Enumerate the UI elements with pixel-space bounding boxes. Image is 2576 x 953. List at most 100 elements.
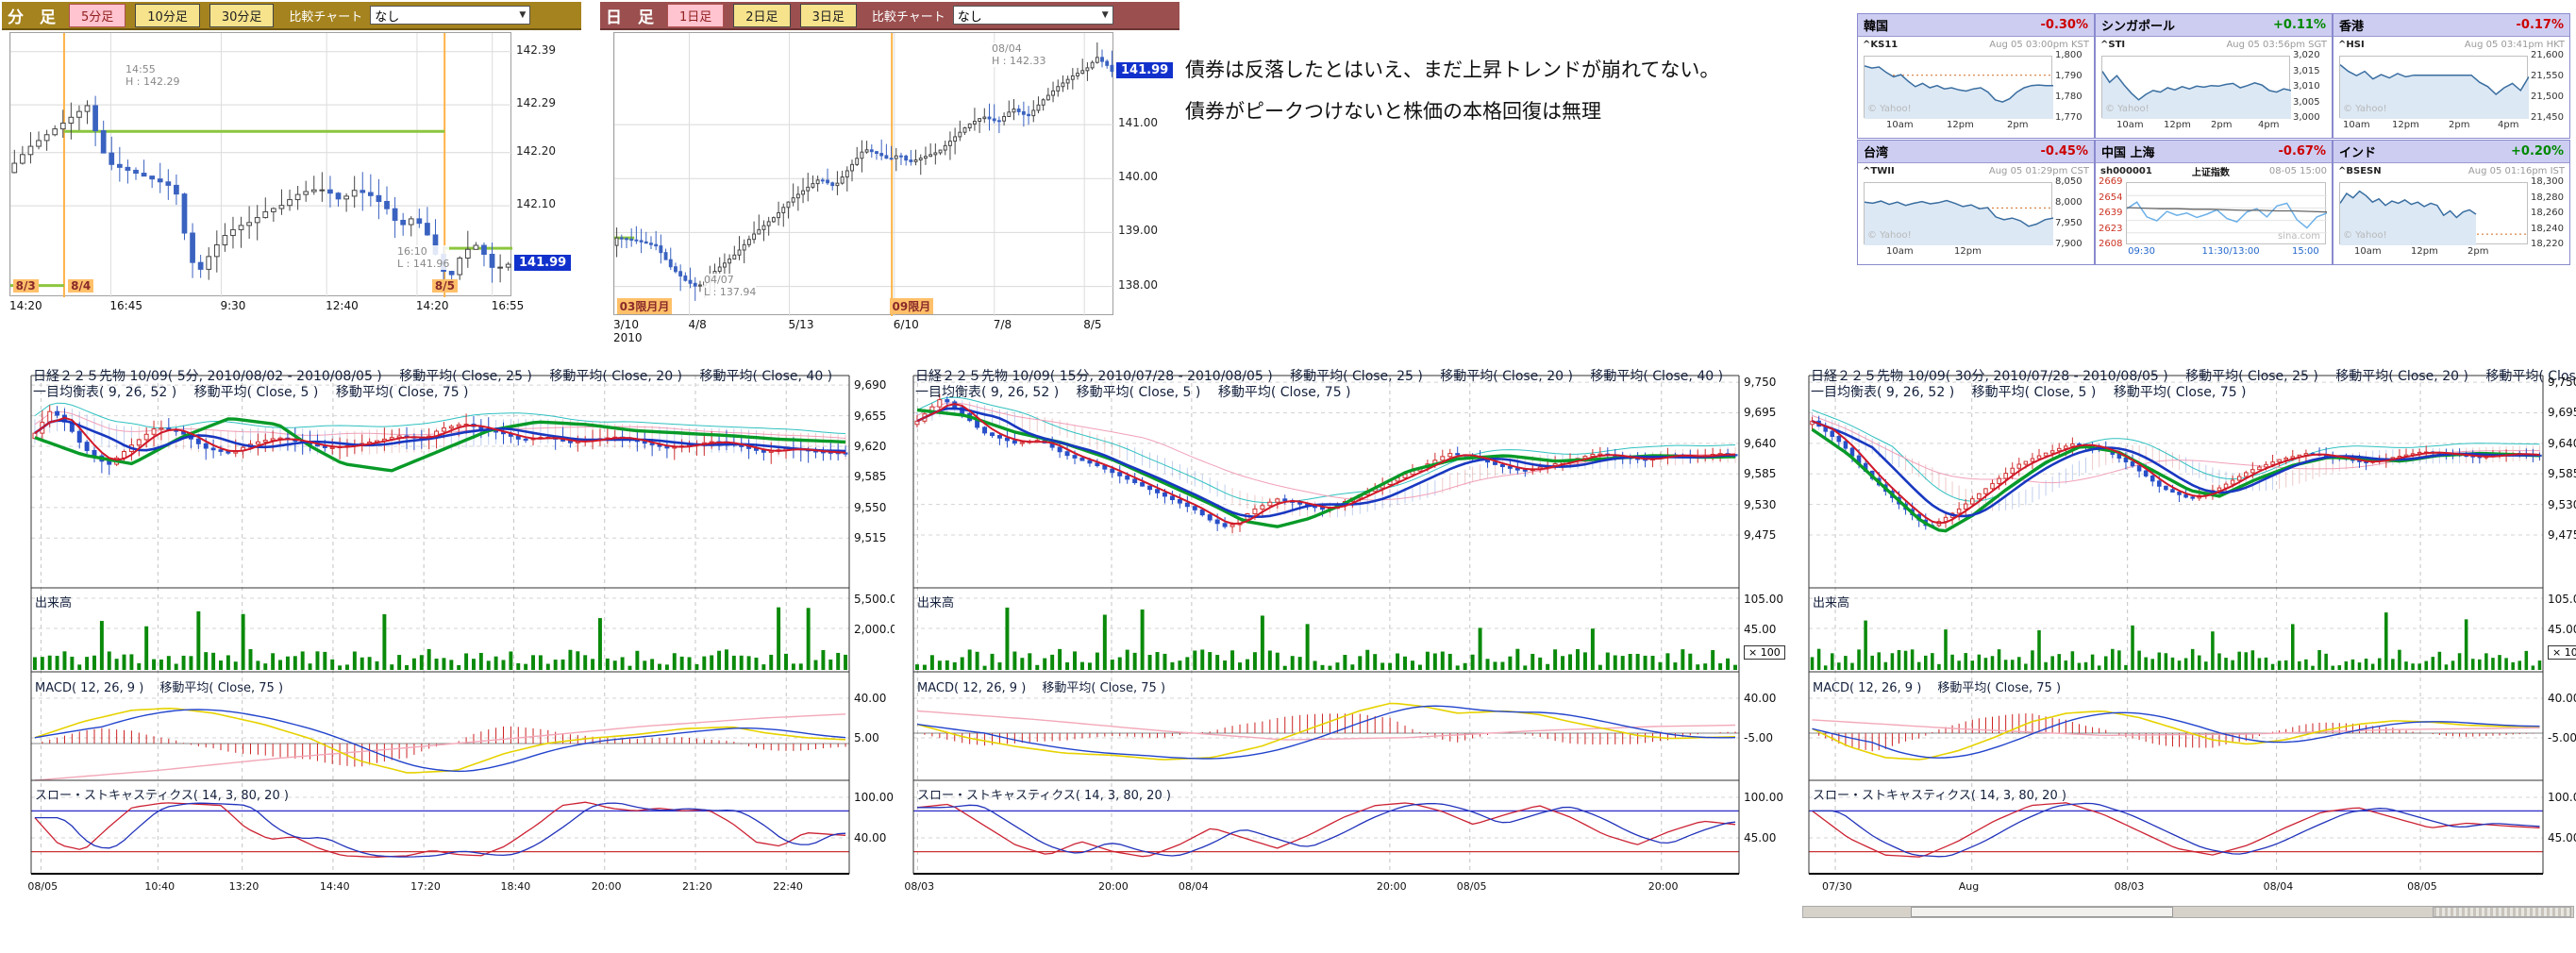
time-axis-label-6: 18:40	[500, 880, 531, 893]
market-timestamp: Aug 05 03:56pm SGT	[2226, 40, 2327, 50]
high-note-time: 14:55	[125, 63, 156, 75]
market-y-label: 1,770	[2055, 112, 2083, 123]
minute-chart-y-label-3: 142.20	[516, 143, 556, 158]
market-cell-sh000001[interactable]: 中国 上海 -0.67% sh000001 上证指数 08-05 15:00 2669 26…	[2095, 140, 2333, 265]
compare-chart-select[interactable]: なし ▼	[952, 6, 1113, 25]
market-y-label: 18,280	[2531, 192, 2564, 203]
daily-chart-tab-1[interactable]: 1日足	[667, 3, 725, 27]
price-axis-label-1: 9,750	[2548, 376, 2576, 390]
market-y-label: 1,800	[2055, 50, 2083, 60]
compare-chart-select[interactable]: なし ▼	[370, 6, 531, 25]
minute-chart-tab-2[interactable]: 10分足	[135, 3, 200, 27]
market-y-label: 21,550	[2531, 71, 2564, 81]
price-axis-label-3: 9,620	[854, 440, 887, 453]
volume-multiplier-box: × 100	[2548, 645, 2576, 660]
chevron-down-icon: ▼	[1101, 10, 1109, 20]
market-y-label: 8,000	[2055, 197, 2083, 208]
market-x-label: 10am	[2354, 246, 2382, 257]
futures-chart-canvas	[30, 375, 850, 875]
market-x-label: 4pm	[2498, 120, 2519, 130]
futures-title-line1: 日経２２５先物 10/09( 30分, 2010/07/28 - 2010/08…	[1811, 369, 2576, 384]
time-axis-label-5: 08/05	[2407, 880, 2437, 893]
futures-chart-3: 日経２２５先物 10/09( 30分, 2010/07/28 - 2010/08…	[1795, 366, 2576, 932]
price-axis-label-6: 9,475	[1744, 528, 1777, 543]
market-change-percent: -0.30%	[2040, 18, 2089, 32]
minute-chart-x-label-1: 14:20	[9, 299, 42, 312]
futures-charts-row: 日経２２５先物 10/09( 5分, 2010/08/02 - 2010/08/…	[0, 366, 2576, 932]
market-change-percent: +0.20%	[2511, 144, 2564, 159]
volume-axis-label-2: 45.00	[2548, 623, 2576, 636]
volume-axis-label-2: 2,000.0	[854, 623, 895, 636]
time-axis-label-6: 20:00	[1648, 880, 1679, 893]
minute-chart-header: 分 足 5分足 10分足 30分足 比較チャート なし ▼	[2, 2, 581, 30]
time-axis-label-5: 08/05	[1456, 880, 1487, 893]
minute-chart-date-badge-3: 8/5	[431, 279, 458, 293]
market-y-label: 21,500	[2531, 92, 2564, 102]
comment-line-2: 債券がピークつけないと株価の本格回復は無理	[1185, 100, 1601, 124]
price-axis-label-3: 9,640	[2548, 436, 2576, 450]
stoch-pane-label: スロー・ストキャスティクス( 14, 3, 80, 20 )	[35, 789, 289, 803]
market-cell-ks11[interactable]: 韓国 -0.30% ^KS11 Aug 05 03:00pm KST 1,800 1,79…	[1857, 13, 2095, 139]
market-cell-subheader: ^TWII Aug 05 01:29pm CST	[1858, 163, 2094, 179]
market-mini-plot	[1864, 182, 2054, 245]
scrollbar-thumb[interactable]	[1911, 907, 2173, 917]
futures-chart-1: 日経２２５先物 10/09( 5分, 2010/08/02 - 2010/08/…	[0, 366, 895, 932]
market-x-label: 2pm	[2449, 120, 2470, 130]
yahoo-watermark: © Yahoo!	[2343, 104, 2387, 114]
market-cell-header: 香港 -0.17%	[2333, 14, 2569, 37]
market-cell-hsi[interactable]: 香港 -0.17% ^HSI Aug 05 03:41pm HKT 21,600 21,5…	[2333, 13, 2570, 139]
market-y-label: 21,450	[2531, 112, 2564, 123]
market-index-name: 上证指数	[2191, 168, 2230, 178]
minute-chart-tab-1[interactable]: 5分足	[69, 3, 126, 27]
market-mini-plot	[1864, 56, 2053, 119]
market-change-percent: -0.67%	[2278, 144, 2327, 159]
market-cell-bsesn[interactable]: インド +0.20% ^BSESN Aug 05 01:16pm IST 18,300 1…	[2333, 140, 2570, 265]
daily-chart-y-label-2: 140.00	[1118, 170, 1158, 184]
market-timestamp: Aug 05 01:16pm IST	[2467, 166, 2565, 176]
stoch-axis-label-2: 45.00	[1744, 831, 1777, 844]
market-y-label: 2623	[2099, 223, 2123, 234]
world-markets-grid: 韓国 -0.30% ^KS11 Aug 05 03:00pm KST 1,800 1,79…	[1857, 13, 2572, 266]
time-axis-label-8: 21:20	[682, 880, 712, 893]
market-cell-sti[interactable]: シンガポール +0.11% ^STI Aug 05 03:56pm SGT 3,020 3…	[2095, 13, 2333, 139]
volume-axis-label-1: 5,500.0	[854, 593, 895, 606]
market-x-label: 12pm	[2164, 120, 2191, 130]
volume-pane-label: 出来高	[1813, 596, 1850, 610]
minute-chart-plot: 8/3 8/4 8/5 14:55 H : 142.29 16:10 L : 141.96	[9, 32, 512, 297]
market-y-label: 3,020	[2293, 50, 2320, 60]
volume-pane-label: 出来高	[35, 596, 73, 610]
daily-chart-candle-chart	[613, 33, 1114, 316]
price-axis-label-2: 9,655	[854, 409, 887, 423]
price-axis-label-4: 9,585	[2548, 467, 2576, 481]
market-mini-plot	[2101, 56, 2292, 119]
market-y-label: 2639	[2099, 208, 2123, 218]
futures-title-line2: 一目均衡表( 9, 26, 52 ) 移動平均( Close, 5 ) 移動平均…	[1811, 385, 2247, 400]
stoch-axis-label-1: 100.00	[854, 791, 894, 804]
market-x-label: 10am	[1886, 246, 1914, 257]
daily-chart-y-label-3: 139.00	[1118, 224, 1158, 238]
compare-chart-label: 比較チャート	[871, 9, 945, 25]
market-name: 韓国	[1864, 20, 1889, 34]
volume-axis-label-2: 45.00	[1744, 623, 1777, 636]
macd-axis-label-2: -5.00	[2548, 731, 2576, 744]
horizontal-scrollbar[interactable]	[1802, 906, 2574, 918]
volume-multiplier-box: × 100	[1744, 645, 1785, 660]
market-y-label: 3,005	[2293, 96, 2320, 108]
daily-chart-tab-2[interactable]: 2日足	[733, 3, 791, 27]
market-y-label: 7,900	[2055, 239, 2083, 249]
macd-axis-label-1: 40.00	[2548, 692, 2576, 705]
futures-title-line1: 日経２２５先物 10/09( 15分, 2010/07/28 - 2010/08…	[915, 369, 1724, 384]
time-axis-label-3: 08/04	[1178, 880, 1209, 893]
time-axis-label-3: 08/03	[2114, 880, 2145, 893]
daily-chart-tab-3[interactable]: 3日足	[799, 3, 857, 27]
minute-chart-tab-3[interactable]: 30分足	[209, 3, 275, 27]
daily-chart-header: 日 足 1日足 2日足 3日足 比較チャート なし ▼	[600, 2, 1179, 30]
market-y-label: 18,240	[2531, 223, 2564, 234]
market-cell-twii[interactable]: 台湾 -0.45% ^TWII Aug 05 01:29pm CST 8,050 8,00…	[1857, 140, 2095, 265]
macd-axis-label-1: 40.00	[854, 692, 887, 705]
daily-chart-panel: 日 足 1日足 2日足 3日足 比較チャート なし ▼ 03限月月 09限月 08/04 H : 1…	[600, 2, 1179, 357]
scrollbar-grip[interactable]	[2433, 907, 2571, 917]
time-axis-label-2: 20:00	[1098, 880, 1129, 893]
price-axis-label-1: 9,750	[1744, 376, 1777, 390]
market-cell-subheader: sh000001 上证指数 08-05 15:00	[2096, 163, 2332, 179]
